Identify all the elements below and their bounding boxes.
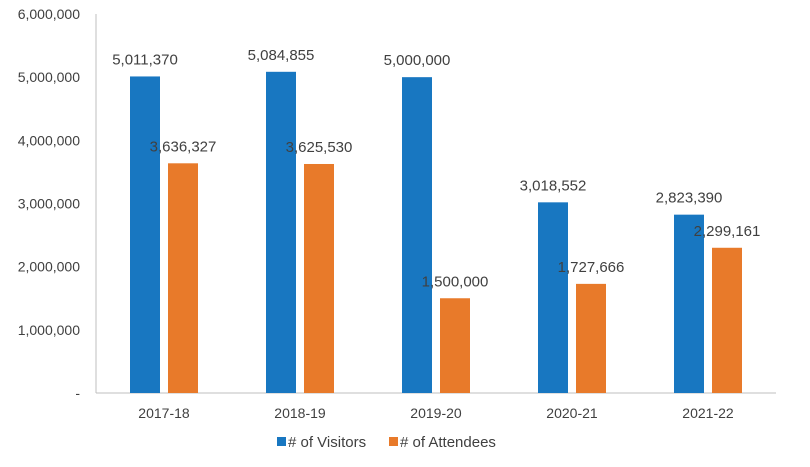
data-labels: 5,011,370 3,636,327 5,084,855 3,625,530 5,00… [112, 47, 760, 290]
data-label: 3,636,327 [150, 138, 217, 155]
x-tick-label: 2020-21 [546, 405, 598, 421]
x-tick-label: 2017-18 [138, 405, 190, 421]
y-tick-label: 6,000,000 [18, 6, 80, 22]
y-tick-label: 2,000,000 [18, 259, 80, 275]
data-label: 5,011,370 [112, 51, 178, 68]
y-tick-label: 1,000,000 [18, 322, 80, 338]
attendees-bar-2017-18 [168, 163, 198, 393]
y-tick-label: 3,000,000 [18, 196, 80, 212]
data-label: 2,299,161 [694, 223, 761, 240]
data-label: 5,084,855 [248, 47, 315, 64]
data-label: 1,500,000 [422, 273, 489, 290]
bars [130, 71, 742, 394]
visitors-bar-2019-20 [402, 77, 432, 394]
visitors-bar-2018-19 [266, 71, 296, 394]
data-label: 2,823,390 [656, 190, 723, 207]
attendees-bar-2020-21 [576, 283, 606, 393]
y-tick-label: 5,000,000 [18, 69, 80, 85]
x-tick-label: 2021-22 [682, 405, 734, 421]
legend-label: # of Attendees [400, 434, 496, 451]
visitors-bar-2020-21 [538, 202, 568, 393]
data-label: 1,727,666 [558, 259, 625, 276]
data-label: 3,018,552 [520, 177, 587, 194]
x-tick-label: 2019-20 [410, 405, 462, 421]
legend-swatch [277, 437, 286, 446]
data-label: 5,000,000 [384, 52, 451, 69]
visitors-bar-2021-22 [674, 214, 704, 393]
legend-label: # of Visitors [288, 434, 366, 451]
y-axis-ticks: - 1,000,000 2,000,000 3,000,000 4,000,000 5,0… [18, 6, 81, 401]
x-axis-labels: 2017-18 2018-19 2019-20 2020-21 2021-22 [138, 405, 734, 421]
legend-swatch [389, 437, 398, 446]
y-tick-label: - [75, 385, 80, 401]
y-tick-label: 4,000,000 [18, 132, 80, 148]
attendees-bar-2019-20 [440, 298, 470, 393]
x-tick-label: 2018-19 [274, 405, 326, 421]
data-label: 3,625,530 [286, 139, 353, 156]
attendees-bar-2018-19 [304, 163, 334, 393]
legend: # of Visitors # of Attendees [277, 434, 496, 451]
attendees-bar-2021-22 [712, 247, 742, 393]
visitors-bar-2017-18 [130, 76, 160, 394]
